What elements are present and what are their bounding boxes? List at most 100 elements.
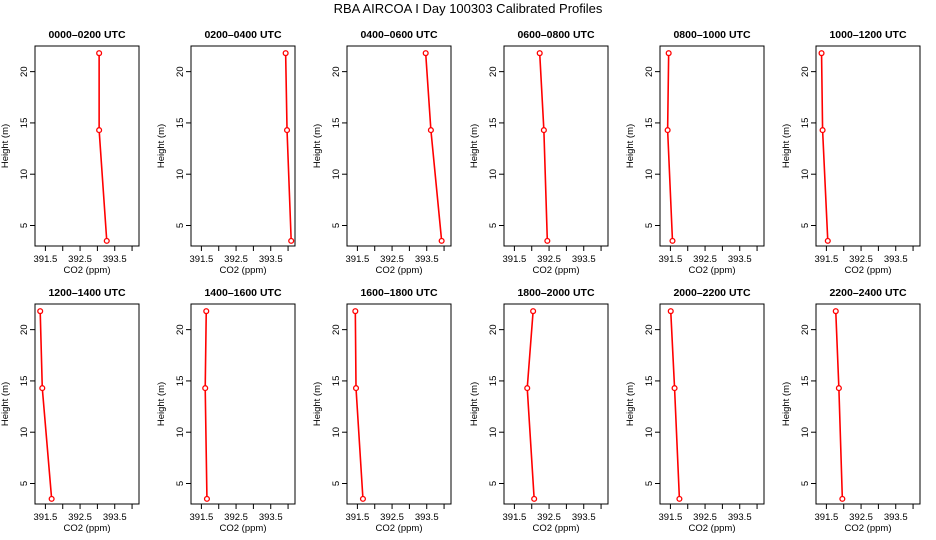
profile-line	[538, 53, 549, 241]
plot-frame	[815, 45, 921, 247]
y-tick-label: 5	[175, 223, 186, 228]
data-point	[103, 237, 110, 244]
profile-panel: 0600–0800 UTC 391.5 392.5 393.5 5 10 15 20 CO2 (…	[469, 29, 609, 276]
y-tick-label: 20	[331, 324, 342, 335]
x-axis-label: CO2 (ppm)	[220, 265, 267, 276]
x-tick-label: 392.5	[537, 512, 561, 523]
x-tick-label: 391.5	[346, 254, 370, 265]
x-tick-label: 393.5	[103, 254, 127, 265]
y-tick-label: 20	[175, 66, 186, 77]
plot-frame	[346, 303, 452, 505]
data-point	[39, 385, 46, 392]
x-tick-label: 391.5	[190, 512, 214, 523]
panel-title: 0800–1000 UTC	[673, 29, 750, 41]
data-point	[824, 237, 831, 244]
x-tick-label: 393.5	[572, 512, 596, 523]
x-tick-label: 393.5	[259, 512, 283, 523]
x-tick-label: 393.5	[415, 254, 439, 265]
profile-panel: 0200–0400 UTC 391.5 392.5 393.5 5 10 15 20 CO2 (…	[156, 29, 296, 276]
y-axis-label: Height (m)	[156, 382, 167, 426]
x-tick-label: 391.5	[503, 254, 527, 265]
profile-line	[666, 53, 674, 241]
y-axis-label: Height (m)	[781, 124, 792, 168]
x-tick-label: 392.5	[224, 254, 248, 265]
x-tick-label: 392.5	[68, 512, 92, 523]
profile-line	[354, 311, 364, 499]
data-point	[282, 50, 289, 57]
y-tick-label: 10	[175, 169, 186, 180]
data-point	[664, 127, 671, 134]
data-point	[438, 237, 445, 244]
y-tick-label: 5	[19, 223, 30, 228]
x-tick-label: 393.5	[884, 254, 908, 265]
data-point	[96, 127, 103, 134]
data-point	[839, 495, 846, 502]
x-axis-label: CO2 (ppm)	[376, 523, 423, 534]
x-tick-label: 393.5	[572, 254, 596, 265]
y-tick-label: 10	[800, 169, 811, 180]
x-tick-label: 391.5	[190, 254, 214, 265]
panel-title: 2000–2200 UTC	[673, 287, 750, 299]
plot-frame	[190, 303, 296, 505]
y-tick-label: 10	[175, 427, 186, 438]
x-axis-label: CO2 (ppm)	[64, 265, 111, 276]
y-axis-label: Height (m)	[312, 382, 323, 426]
profile-line	[424, 53, 443, 241]
y-axis-label: Height (m)	[625, 382, 636, 426]
y-axis-label: Height (m)	[781, 382, 792, 426]
plot-frame	[34, 303, 140, 505]
y-tick-label: 15	[175, 376, 186, 387]
y-tick-label: 10	[644, 169, 655, 180]
profile-panel: 1800–2000 UTC 391.5 392.5 393.5 5 10 15 20 CO2 (…	[469, 287, 609, 534]
data-point	[96, 50, 103, 57]
x-axis-label: CO2 (ppm)	[220, 523, 267, 534]
x-tick-label: 391.5	[815, 512, 839, 523]
panel-title: 1600–1800 UTC	[360, 287, 437, 299]
profile-panel: 2200–2400 UTC 391.5 392.5 393.5 5 10 15 20 CO2 (…	[781, 287, 921, 534]
x-tick-label: 391.5	[34, 512, 58, 523]
y-tick-label: 5	[644, 481, 655, 486]
y-tick-label: 10	[19, 169, 30, 180]
x-tick-label: 393.5	[103, 512, 127, 523]
x-tick-label: 391.5	[346, 512, 370, 523]
x-tick-label: 392.5	[849, 254, 873, 265]
y-axis-label: Height (m)	[469, 124, 480, 168]
profile-line	[669, 311, 681, 499]
y-axis-label: Height (m)	[625, 124, 636, 168]
y-tick-label: 15	[488, 118, 499, 129]
x-tick-label: 393.5	[884, 512, 908, 523]
x-tick-label: 393.5	[259, 254, 283, 265]
data-point	[665, 50, 672, 57]
x-axis-label: CO2 (ppm)	[533, 523, 580, 534]
y-tick-label: 5	[800, 481, 811, 486]
data-point	[427, 127, 434, 134]
data-point	[540, 127, 547, 134]
profile-panel: 0000–0200 UTC 391.5 392.5 393.5 5 10 15 20 CO2 (…	[0, 29, 140, 276]
y-tick-label: 5	[331, 223, 342, 228]
panel-title: 0400–0600 UTC	[360, 29, 437, 41]
x-tick-label: 392.5	[693, 254, 717, 265]
data-point	[676, 495, 683, 502]
x-axis-label: CO2 (ppm)	[64, 523, 111, 534]
y-tick-label: 15	[644, 118, 655, 129]
profile-line	[526, 311, 535, 499]
profile-panel: 1000–1200 UTC 391.5 392.5 393.5 5 10 15 20 CO2 (…	[781, 29, 921, 276]
data-point	[524, 385, 531, 392]
data-point	[832, 308, 839, 315]
data-point	[536, 50, 543, 57]
y-tick-label: 5	[19, 481, 30, 486]
y-tick-label: 20	[19, 66, 30, 77]
panel-title: 2200–2400 UTC	[829, 287, 906, 299]
y-axis-label: Height (m)	[469, 382, 480, 426]
plot-frame	[190, 45, 296, 247]
x-tick-label: 393.5	[415, 512, 439, 523]
y-tick-label: 5	[800, 223, 811, 228]
plot-frame	[659, 303, 765, 505]
profile-panel: 1400–1600 UTC 391.5 392.5 393.5 5 10 15 20 CO2 (…	[156, 287, 296, 534]
y-axis-label: Height (m)	[312, 124, 323, 168]
y-tick-label: 10	[644, 427, 655, 438]
data-point	[819, 127, 826, 134]
x-axis-label: CO2 (ppm)	[689, 523, 736, 534]
plot-frame	[346, 45, 452, 247]
